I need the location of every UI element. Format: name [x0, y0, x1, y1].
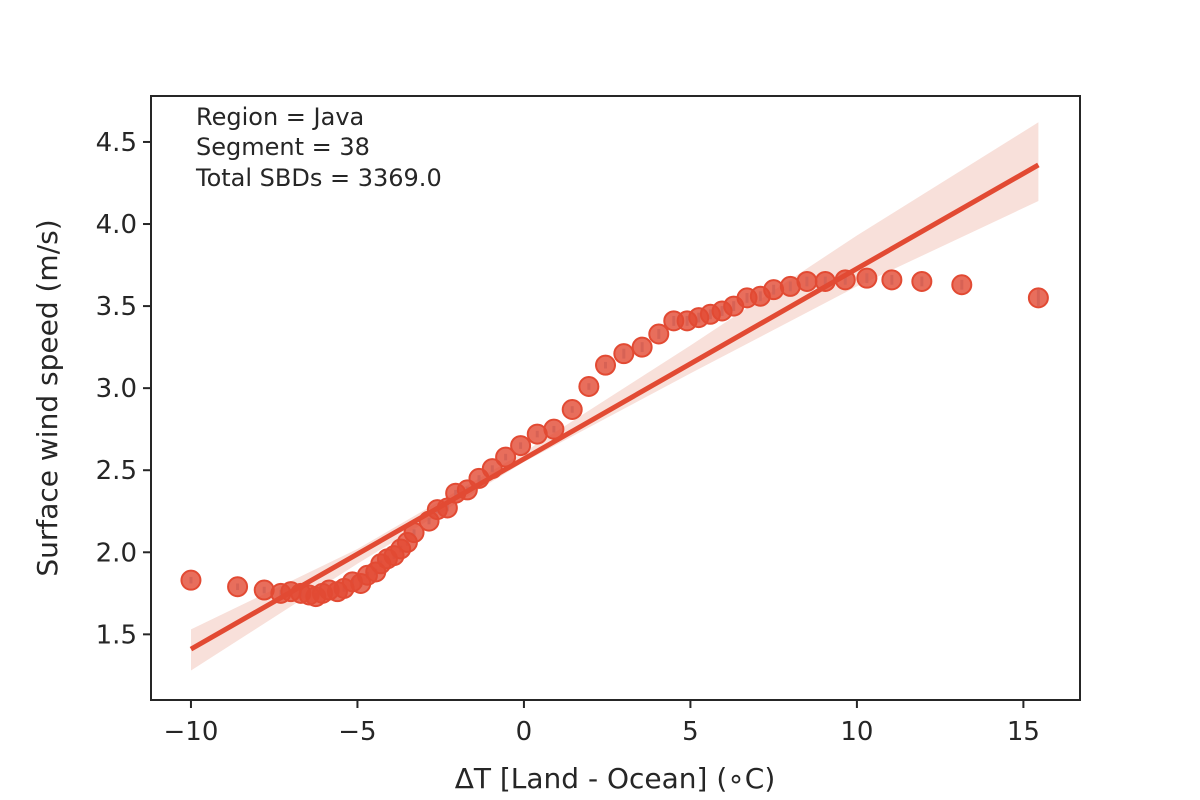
data-point [911, 270, 933, 292]
data-point [763, 279, 785, 301]
data-point [648, 323, 670, 345]
y-axis-label: Surface wind speed (m/s) [31, 219, 64, 576]
x-tick-label: 15 [1007, 717, 1040, 747]
x-axis-ticks: −10 −5 0 5 10 15 [164, 700, 1040, 747]
plot-frame [150, 95, 1081, 701]
regression-line-layer [189, 162, 1040, 652]
y-tick-label: 4.5 [96, 128, 137, 158]
x-tick-label: 10 [840, 717, 873, 747]
data-point [180, 569, 202, 591]
y-tick-label: 3.5 [96, 292, 137, 322]
y-axis-ticks: 1.5 2.0 2.5 3.0 3.5 4.0 4.5 [96, 128, 151, 650]
y-tick-label: 2.5 [96, 456, 137, 486]
x-tick-label: −10 [164, 717, 219, 747]
x-tick-label: 5 [682, 717, 699, 747]
x-axis-label: ΔT [Land - Ocean] (∘C) [455, 762, 776, 795]
data-point [951, 274, 973, 296]
data-point [881, 269, 903, 291]
data-point [253, 579, 275, 601]
x-tick-label: 0 [516, 717, 533, 747]
data-point [561, 398, 583, 420]
y-tick-label: 3.0 [96, 374, 137, 404]
data-point [595, 354, 617, 376]
y-tick-label: 4.0 [96, 210, 137, 240]
data-point [578, 376, 600, 398]
annotation-segment: Segment = 38 [196, 133, 370, 161]
y-tick-label: 1.5 [96, 620, 137, 650]
y-tick-label: 2.0 [96, 538, 137, 568]
data-point [1027, 287, 1049, 309]
regression-line [189, 162, 1040, 652]
data-point [856, 267, 878, 289]
annotation-total-sbds: Total SBDs = 3369.0 [195, 164, 442, 192]
data-point [613, 343, 635, 365]
annotation-region: Region = Java [196, 103, 364, 131]
data-point [543, 418, 565, 440]
data-point [227, 576, 249, 598]
x-tick-label: −5 [338, 717, 376, 747]
data-point [631, 336, 653, 358]
data-point [796, 270, 818, 292]
data-point [510, 435, 532, 457]
data-point-layer [180, 267, 1049, 608]
